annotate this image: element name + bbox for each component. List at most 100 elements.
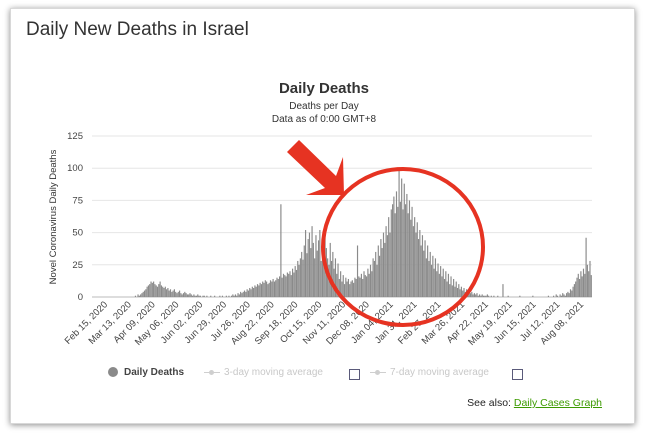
bar[interactable] — [454, 286, 456, 297]
bar[interactable] — [241, 293, 243, 297]
bar[interactable] — [230, 295, 233, 297]
bar[interactable] — [336, 273, 338, 297]
bar[interactable] — [175, 291, 177, 297]
bar[interactable] — [562, 293, 564, 297]
bar[interactable] — [436, 271, 438, 297]
bar[interactable] — [490, 295, 492, 297]
bar[interactable] — [137, 294, 139, 297]
legend-3day-average[interactable]: 3-day moving average — [204, 367, 323, 378]
bar[interactable] — [141, 293, 143, 297]
bar[interactable] — [368, 273, 370, 297]
bar[interactable] — [580, 271, 582, 297]
bar[interactable] — [547, 295, 550, 297]
bar[interactable] — [155, 285, 157, 297]
bar[interactable] — [192, 295, 194, 297]
bar[interactable] — [214, 295, 216, 297]
bar[interactable] — [317, 240, 320, 297]
bar[interactable] — [177, 291, 179, 297]
bar[interactable] — [411, 206, 413, 297]
bar[interactable] — [264, 280, 266, 297]
bar[interactable] — [329, 242, 331, 297]
bar[interactable] — [397, 206, 399, 297]
bar[interactable] — [373, 260, 375, 297]
bar[interactable] — [404, 204, 407, 297]
bar[interactable] — [297, 260, 299, 297]
bar[interactable] — [392, 204, 394, 297]
bar[interactable] — [433, 268, 435, 297]
bar[interactable] — [575, 281, 577, 297]
bar[interactable] — [273, 281, 275, 297]
bar[interactable] — [202, 295, 204, 297]
bar[interactable] — [314, 258, 316, 297]
bar[interactable] — [353, 282, 355, 297]
bar[interactable] — [242, 291, 244, 297]
bar[interactable] — [582, 268, 585, 297]
bar[interactable] — [356, 245, 359, 297]
bar[interactable] — [394, 213, 396, 297]
bar[interactable] — [519, 295, 521, 297]
bar[interactable] — [172, 290, 174, 297]
bar[interactable] — [308, 232, 311, 297]
bar[interactable] — [266, 281, 268, 297]
bar[interactable] — [458, 284, 460, 297]
bar[interactable] — [532, 295, 534, 297]
bar[interactable] — [427, 245, 429, 297]
bar[interactable] — [362, 278, 364, 297]
bar[interactable] — [210, 295, 212, 297]
bar[interactable] — [153, 281, 155, 297]
bar[interactable] — [406, 193, 408, 297]
bar[interactable] — [350, 281, 352, 297]
bar[interactable] — [407, 213, 409, 297]
bar[interactable] — [281, 277, 283, 297]
bar[interactable] — [585, 237, 587, 297]
bar[interactable] — [285, 276, 287, 297]
bar[interactable] — [588, 271, 590, 297]
bar[interactable] — [162, 286, 164, 297]
bar[interactable] — [258, 285, 260, 297]
bar[interactable] — [240, 291, 242, 297]
bar[interactable] — [581, 276, 583, 297]
bar[interactable] — [347, 278, 350, 297]
bar[interactable] — [262, 281, 264, 297]
bar[interactable] — [480, 295, 482, 297]
bar[interactable] — [463, 287, 465, 297]
bar[interactable] — [576, 277, 578, 297]
bar[interactable] — [351, 280, 353, 297]
bar[interactable] — [471, 291, 473, 297]
bar[interactable] — [142, 291, 144, 297]
bar[interactable] — [567, 291, 569, 297]
bar[interactable] — [423, 250, 425, 297]
bar[interactable] — [166, 289, 168, 297]
bar[interactable] — [271, 281, 273, 297]
bar[interactable] — [417, 239, 420, 297]
bar[interactable] — [332, 251, 334, 297]
bar[interactable] — [590, 275, 592, 297]
bar[interactable] — [393, 196, 395, 297]
bar[interactable] — [477, 295, 479, 297]
bar[interactable] — [377, 245, 379, 297]
bar[interactable] — [147, 285, 150, 297]
bar[interactable] — [143, 290, 146, 297]
bar[interactable] — [563, 294, 565, 297]
bar[interactable] — [419, 230, 421, 297]
bar[interactable] — [255, 286, 257, 297]
bar[interactable] — [381, 248, 383, 297]
bar[interactable] — [249, 287, 251, 297]
bar[interactable] — [472, 294, 474, 297]
bar[interactable] — [416, 222, 418, 297]
bar[interactable] — [355, 278, 357, 297]
bar[interactable] — [286, 272, 288, 297]
bar[interactable] — [294, 266, 296, 297]
bar[interactable] — [151, 282, 153, 297]
bar[interactable] — [163, 287, 165, 297]
bar[interactable] — [450, 276, 452, 297]
bar[interactable] — [556, 295, 559, 297]
bar[interactable] — [238, 294, 240, 297]
bar[interactable] — [456, 287, 459, 297]
bar[interactable] — [194, 295, 196, 297]
bar[interactable] — [485, 295, 487, 297]
bar[interactable] — [195, 295, 198, 297]
bar[interactable] — [267, 284, 269, 297]
bar[interactable] — [167, 287, 169, 297]
bar[interactable] — [447, 273, 450, 297]
